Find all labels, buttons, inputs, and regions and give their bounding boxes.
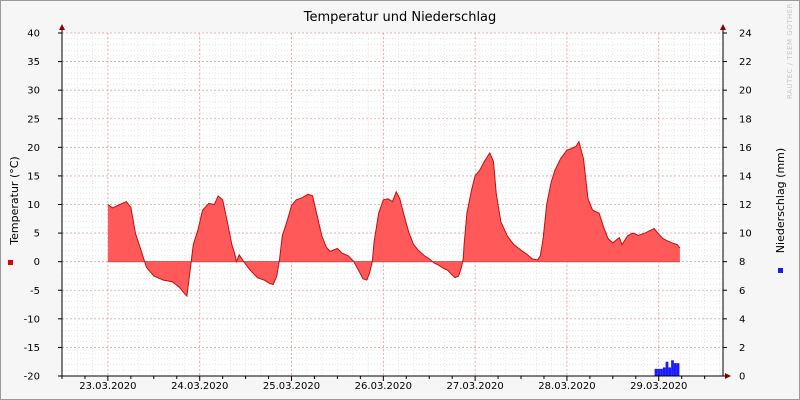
- x-tick-label: 27.03.2020: [446, 381, 503, 392]
- right-tick-label: 2: [739, 343, 745, 354]
- right-tick-label: 20: [739, 86, 752, 97]
- x-tick-label: 23.03.2020: [79, 381, 136, 392]
- right-tick-label: 24: [739, 29, 752, 40]
- precipitation-legend-marker: [778, 268, 783, 273]
- precipitation-bar: [660, 368, 663, 376]
- precipitation-bar: [657, 368, 661, 376]
- temperature-area: [107, 141, 680, 296]
- left-tick-label: -5: [30, 286, 40, 297]
- temperature-line: [107, 140, 681, 298]
- right-axis-title: Niederschlag (mm): [774, 148, 787, 253]
- axis-arrow: [720, 24, 726, 30]
- precipitation-bar: [665, 361, 669, 376]
- precipitation-bars: [654, 360, 680, 376]
- left-tick-label: 40: [27, 29, 40, 40]
- right-tick-label: 10: [739, 229, 752, 240]
- precipitation-bar: [668, 367, 672, 376]
- right-tick-label: 16: [739, 143, 752, 154]
- temperature-legend-marker: [8, 260, 13, 265]
- axis-arrow: [59, 24, 65, 30]
- right-tick-label: 6: [739, 286, 745, 297]
- right-tick-label: 0: [739, 372, 745, 383]
- left-tick-label: -15: [24, 343, 40, 354]
- left-tick-label: -20: [24, 372, 40, 383]
- axis-arrow: [725, 373, 731, 379]
- right-tick-label: 12: [739, 200, 752, 211]
- precipitation-bar: [654, 368, 658, 376]
- precipitation-bar: [673, 363, 677, 376]
- right-tick-label: 18: [739, 114, 752, 125]
- left-axis-title: Temperatur (°C): [8, 156, 21, 245]
- right-tick-label: 22: [739, 57, 752, 68]
- left-axis-ticks: 40 35 30 25 20 15 10 5 0 -5 -10 -15 -20: [24, 29, 62, 383]
- x-tick-label: 28.03.2020: [538, 381, 595, 392]
- left-tick-label: 20: [27, 143, 40, 154]
- chart-title: Temperatur und Niederschlag: [303, 10, 497, 25]
- x-tick-label: 26.03.2020: [355, 381, 412, 392]
- precipitation-bar: [662, 367, 666, 376]
- watermark: RAUTEC / TEEM GOTHER: [786, 3, 794, 99]
- x-tick-label: 25.03.2020: [263, 381, 320, 392]
- left-tick-label: 25: [27, 114, 40, 125]
- x-axis-ticks: 23.03.2020 24.03.2020 25.03.2020 26.03.2020…: [61, 376, 706, 392]
- left-tick-label: 30: [27, 86, 40, 97]
- precipitation-bar: [671, 360, 674, 376]
- left-tick-label: -10: [24, 314, 40, 325]
- right-tick-label: 14: [739, 171, 752, 182]
- left-tick-label: 35: [27, 57, 40, 68]
- right-tick-label: 8: [739, 257, 745, 268]
- left-tick-label: 5: [34, 229, 40, 240]
- left-tick-label: 10: [27, 200, 40, 211]
- precipitation-bar: [676, 363, 680, 376]
- x-tick-label: 24.03.2020: [171, 381, 228, 392]
- x-tick-label: 29.03.2020: [630, 381, 687, 392]
- right-tick-label: 4: [739, 314, 745, 325]
- left-tick-label: 0: [34, 257, 40, 268]
- left-tick-label: 15: [27, 171, 40, 182]
